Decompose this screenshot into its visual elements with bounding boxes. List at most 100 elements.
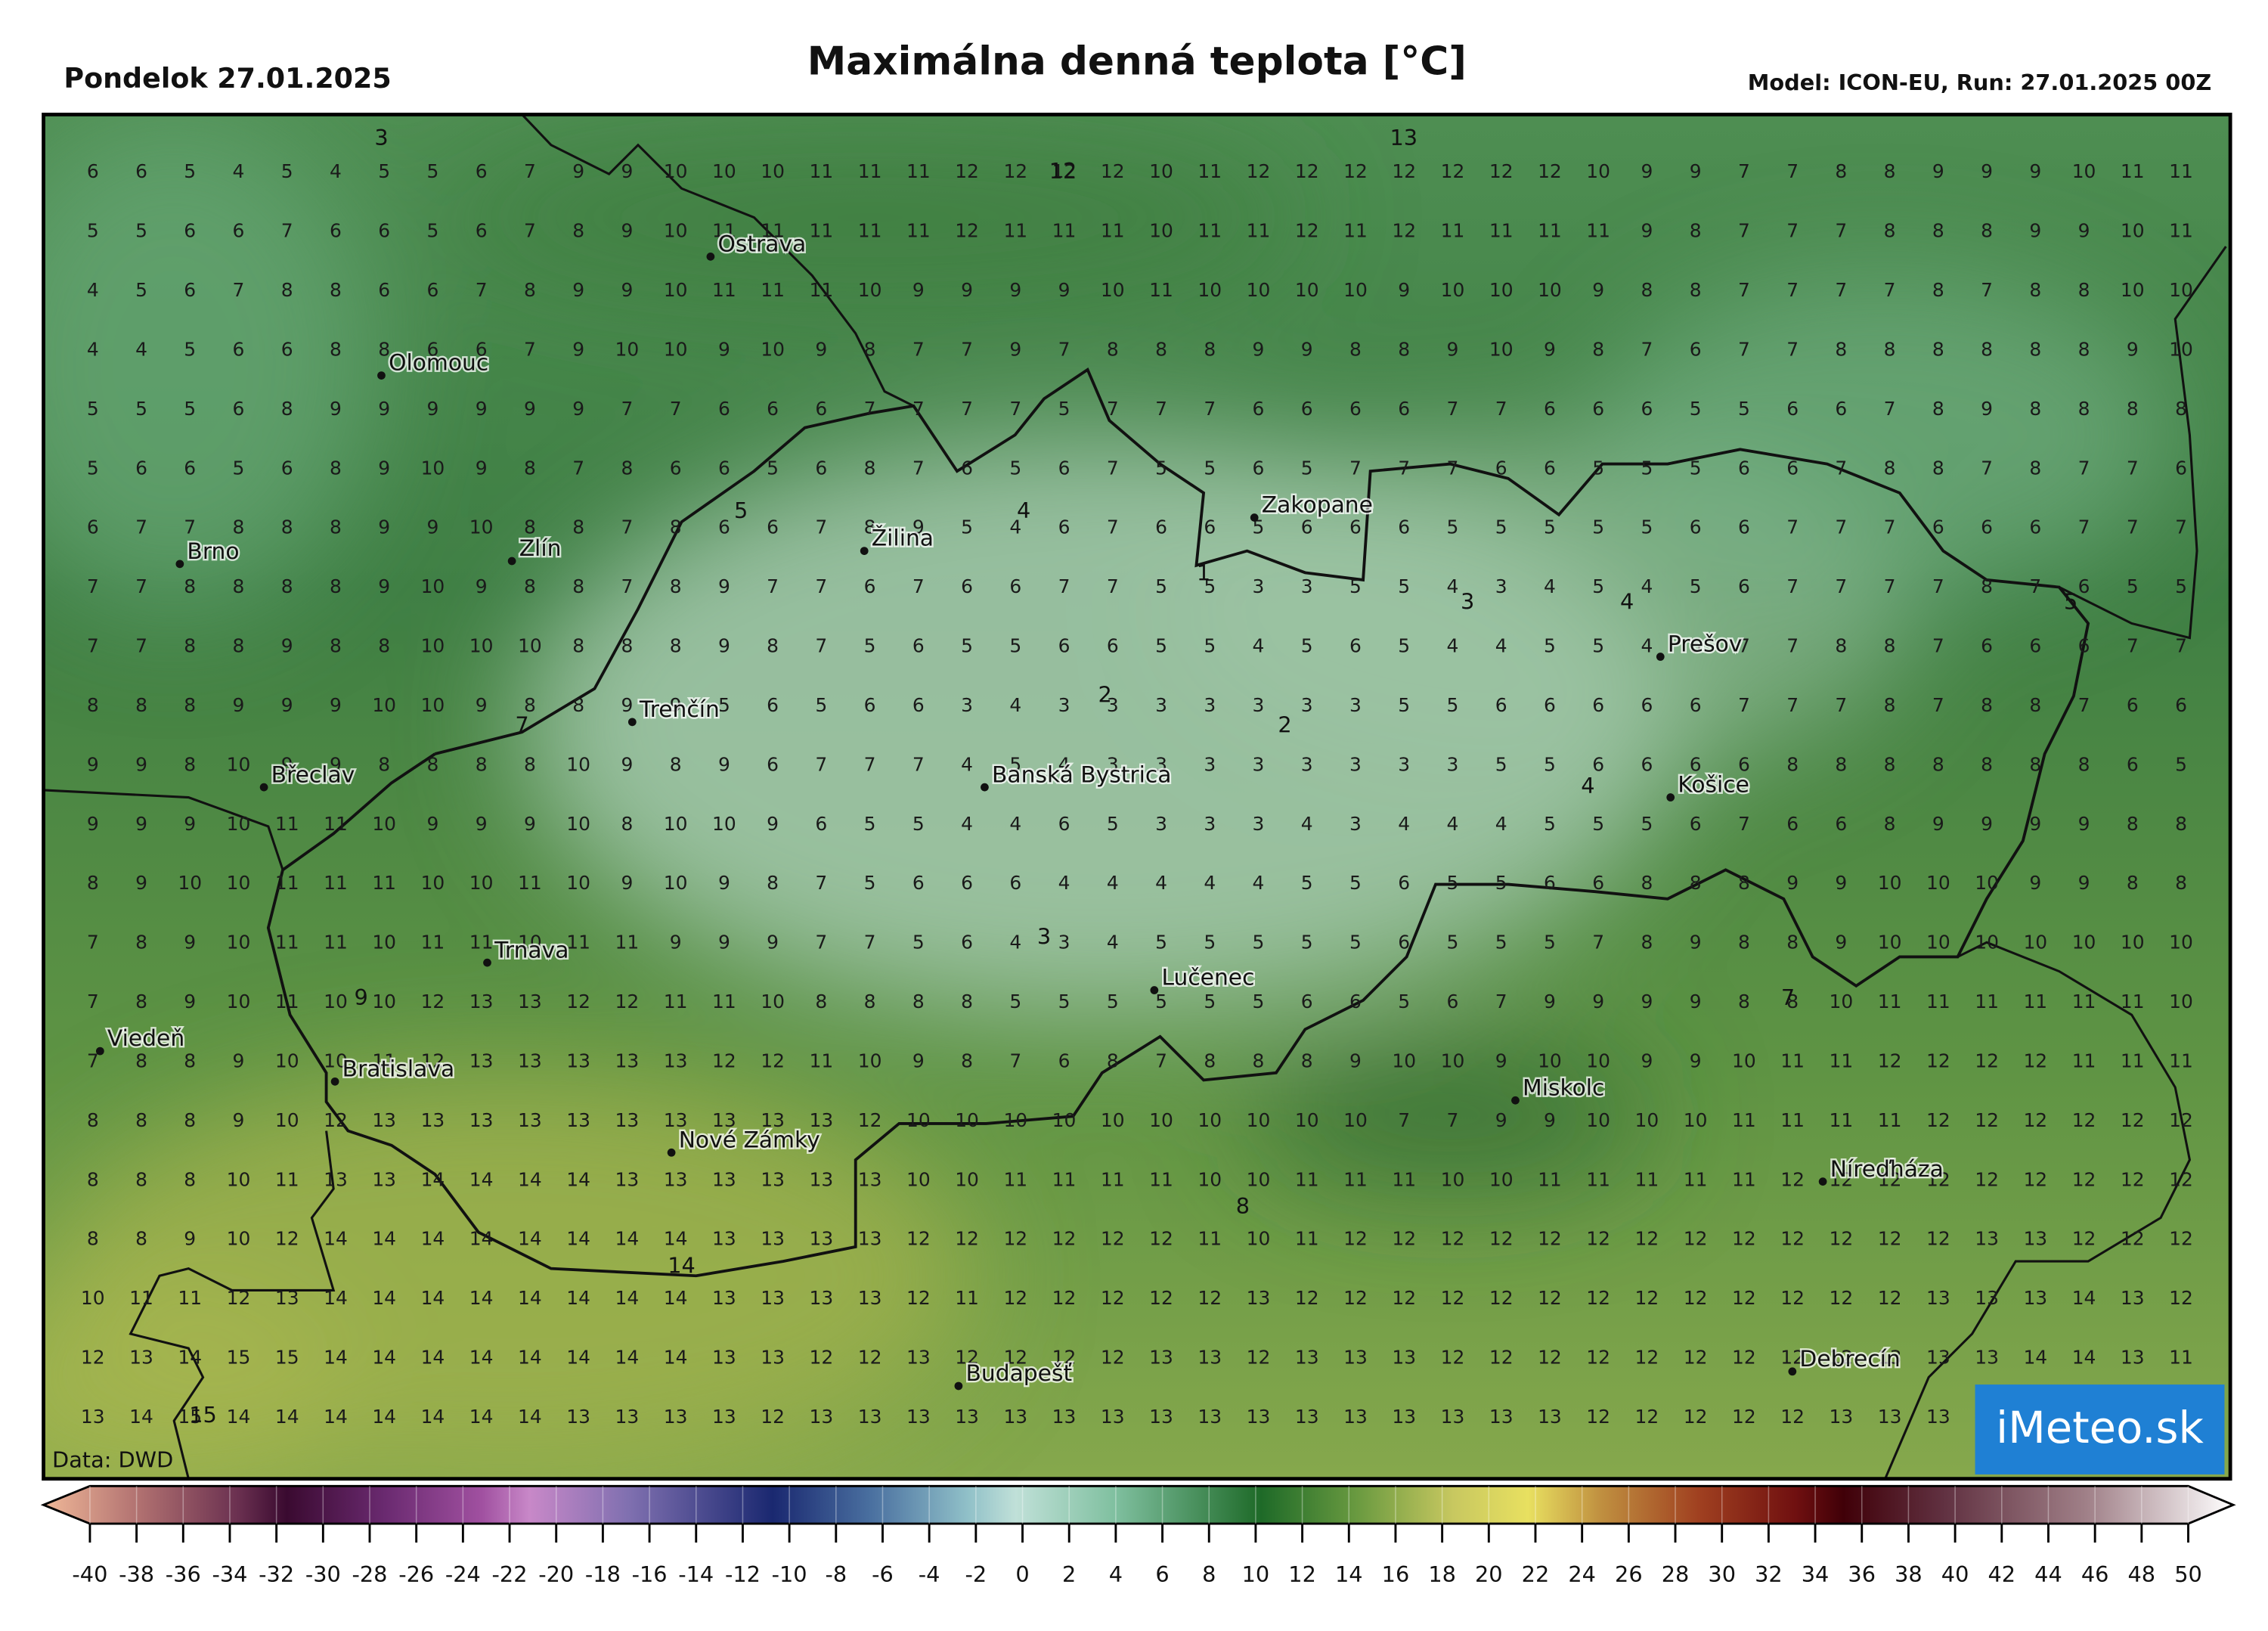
grid-value: 13: [1489, 1406, 1514, 1428]
grid-value: 10: [227, 1228, 251, 1250]
grid-value: 10: [1198, 1168, 1222, 1190]
grid-value: 9: [1641, 160, 1653, 182]
grid-value: 6: [1738, 753, 1750, 775]
grid-value: 10: [1489, 279, 1514, 301]
city-dot: [175, 560, 184, 569]
grid-value: 8: [524, 279, 536, 301]
grid-value: 11: [1392, 1168, 1416, 1190]
grid-value: 10: [324, 991, 348, 1012]
colorbar-label: 6: [1155, 1561, 1169, 1587]
grid-value: 8: [87, 1109, 99, 1131]
grid-value: 12: [2121, 1168, 2145, 1190]
grid-value: 6: [2078, 635, 2090, 657]
grid-value: 10: [2169, 932, 2193, 953]
grid-value: 9: [330, 753, 342, 775]
grid-value: 13: [1247, 1287, 1271, 1309]
grid-value: 5: [1495, 932, 1507, 953]
grid-value: 12: [1975, 1050, 1999, 1071]
grid-value: 11: [809, 160, 833, 182]
grid-value: 11: [518, 872, 542, 894]
grid-value: 12: [955, 1228, 979, 1250]
grid-value: 9: [670, 932, 682, 953]
grid-value: 5: [427, 160, 439, 182]
grid-value: 4: [1009, 516, 1021, 538]
grid-value: 7: [1107, 398, 1119, 420]
grid-value: 8: [135, 932, 147, 953]
extremum-value: 1: [1197, 560, 1210, 585]
grid-value: 12: [1052, 160, 1077, 182]
grid-value: 8: [1204, 1050, 1216, 1071]
grid-value: 12: [1538, 1347, 1562, 1369]
grid-value: 12: [1635, 1406, 1659, 1428]
grid-value: 9: [427, 398, 439, 420]
city-label: Trenčín: [639, 696, 720, 723]
grid-value: 11: [1101, 220, 1125, 242]
grid-value: 8: [2029, 457, 2041, 479]
grid-value: 13: [809, 1168, 833, 1190]
grid-value: 9: [184, 813, 196, 835]
grid-value: 10: [1149, 1109, 1173, 1131]
grid-value: 12: [1441, 1347, 1465, 1369]
grid-value: 14: [518, 1347, 542, 1369]
grid-value: 12: [1003, 1228, 1027, 1250]
grid-value: 8: [572, 220, 584, 242]
grid-value: 14: [275, 1406, 299, 1428]
model-info: Model: ICON-EU, Run: 27.01.2025 00Z: [1748, 70, 2211, 95]
grid-value: 11: [712, 991, 736, 1012]
grid-value: 12: [1780, 1287, 1805, 1309]
grid-value: 13: [615, 1168, 640, 1190]
grid-value: 13: [518, 1050, 542, 1071]
grid-value: 5: [961, 516, 973, 538]
city-dot: [627, 718, 637, 727]
grid-value: 11: [2121, 991, 2145, 1012]
extremum-value: 13: [1390, 125, 1418, 150]
grid-value: 10: [421, 635, 445, 657]
grid-value: 8: [1301, 1050, 1313, 1071]
grid-value: 8: [1981, 220, 1993, 242]
grid-value: 8: [1884, 338, 1896, 360]
colorbar-label: -14: [678, 1561, 714, 1587]
grid-value: 7: [912, 398, 925, 420]
grid-value: 12: [1586, 1287, 1610, 1309]
grid-value: 8: [1932, 338, 1944, 360]
grid-value: 11: [809, 220, 833, 242]
grid-value: 10: [1101, 279, 1125, 301]
grid-value: 7: [1932, 575, 1944, 597]
grid-value: 12: [1878, 1050, 1902, 1071]
grid-value: 11: [1684, 1168, 1708, 1190]
grid-value: 9: [912, 279, 925, 301]
grid-value: 11: [1732, 1109, 1756, 1131]
city-dot: [95, 1047, 104, 1056]
colorbar-label: 30: [1708, 1561, 1736, 1587]
grid-value: 12: [1489, 160, 1514, 182]
grid-value: 12: [1538, 1287, 1562, 1309]
grid-value: 8: [330, 279, 342, 301]
grid-value: 10: [518, 932, 542, 953]
grid-value: 8: [2127, 872, 2139, 894]
grid-value: 8: [2029, 753, 2041, 775]
grid-value: 7: [87, 575, 99, 597]
grid-value: 5: [281, 160, 293, 182]
date: Pondelok 27.01.2025: [64, 62, 391, 95]
grid-value: 7: [1835, 220, 1847, 242]
grid-value: 10: [227, 1168, 251, 1190]
grid-value: 9: [1690, 160, 1702, 182]
grid-value: 13: [1926, 1347, 1950, 1369]
grid-value: 13: [2121, 1287, 2145, 1309]
grid-value: 6: [1058, 1050, 1070, 1071]
grid-value: 10: [1295, 1109, 1319, 1131]
grid-value: 9: [2029, 160, 2041, 182]
extremum-value: 5: [734, 498, 748, 523]
title: Maximálna denná teplota [°C]: [807, 39, 1467, 84]
grid-value: 8: [1253, 1050, 1265, 1071]
grid-value: 8: [2029, 279, 2041, 301]
grid-value: 6: [1058, 516, 1070, 538]
colorbar-label: -32: [259, 1561, 294, 1587]
grid-value: 13: [1247, 1406, 1271, 1428]
grid-value: 5: [1253, 991, 1265, 1012]
grid-value: 7: [1738, 279, 1750, 301]
grid-value: 8: [1107, 1050, 1119, 1071]
grid-value: 7: [864, 753, 876, 775]
grid-value: 13: [421, 1109, 445, 1131]
grid-value: 4: [1641, 575, 1653, 597]
